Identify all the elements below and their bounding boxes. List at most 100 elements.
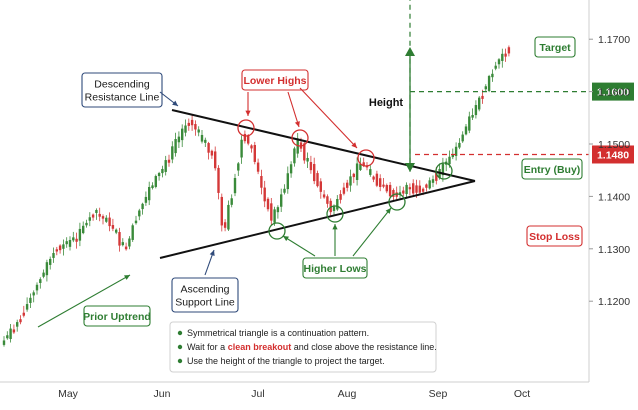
candle-body [174,139,177,154]
pivot-circle [237,119,255,137]
x-tick-label: Sep [429,388,448,400]
candle-body [319,181,322,192]
candle-body [2,340,6,345]
higher-lows-label-box [302,257,368,279]
candle-body [154,176,157,187]
candle-body [322,194,326,198]
candle-body [270,203,273,221]
ascending-label-box [171,277,239,313]
candle-body [355,163,359,181]
descending-arrow-head [172,100,178,106]
candle-body [379,178,382,187]
ascending-label-text: Support Line [175,297,235,309]
candle-body [260,176,263,188]
x-tick-label: Oct [514,388,530,400]
note-bullet [177,330,183,336]
candle-body [309,162,313,171]
candle-body [58,245,62,251]
candle-body [402,190,405,194]
higher-lows-arrow-3-head [385,208,391,214]
candle-body [435,172,438,181]
candle-body [164,160,167,172]
candle-body [372,176,375,180]
candle-body [481,95,484,99]
descending-label-box [81,72,163,108]
entry-price-tag-text: 1.1600 [597,87,629,99]
descending-label-text: Resistance Line [85,92,160,104]
candle-body [474,105,478,116]
candle-body [161,168,164,174]
stop-label-text: Stop Loss [529,231,580,243]
candle-body [9,328,12,340]
candle-body [484,86,487,90]
candle-body [408,187,412,190]
note-text: and close above the resistance line. [291,342,437,352]
candle-body [207,143,210,153]
candle-body [382,184,385,187]
ascending-support-line [159,180,476,259]
candle-body [421,188,425,192]
candle-body [6,335,9,339]
candle-body [332,206,336,211]
candle-body [105,217,108,222]
candle-body [303,143,306,161]
stop-label-box [526,225,583,247]
candle-body [461,134,464,142]
candle-body [101,216,105,219]
candle-body [91,214,95,218]
lower-highs-label-box [241,69,309,91]
candle-body [134,220,138,224]
higher-lows-arrow-1-head [283,236,289,242]
candle-body [369,169,372,175]
note-text: Wait for a [187,342,228,352]
candle-body [190,119,194,126]
candle-body [157,173,161,177]
higher-lows-arrow-2-head [332,224,338,230]
candle-body [243,133,247,142]
candle-body [283,188,286,193]
note-bullet [177,358,183,364]
candle-body [250,145,253,149]
target-label-text: Target [539,42,571,54]
candle-body [25,304,29,310]
candle-body [329,200,332,213]
x-tick-label: Jun [154,388,171,400]
candle-body [263,187,266,202]
candle-body [39,279,42,283]
candle-body [346,182,349,188]
lower-highs-arrow-2-head [294,121,300,127]
candle-body [55,249,58,252]
candle-body [115,229,118,233]
candle-body [247,135,250,144]
candle-body [227,204,230,230]
candle-body [504,53,507,57]
candle-body [148,186,151,201]
candle-body [441,163,445,176]
lower-highs-arrow-3 [299,87,358,149]
higher-lows-label-text: Higher Lows [303,263,366,275]
note-bullet [177,344,183,350]
candle-body [316,173,319,187]
candle-body [451,154,454,158]
candle-body [62,244,65,249]
y-tick-label: 1.1400 [598,191,630,203]
stop-price-tag-text: 1.1480 [597,149,629,161]
y-tick-label: 1.1600 [598,87,630,99]
candle-body [286,173,289,190]
candle-body [177,136,181,143]
candle-body [306,157,309,162]
prior-uptrend-label-box [83,305,151,327]
candle-body [468,116,471,131]
candle-body [95,209,98,213]
entry-label-text: Entry (Buy) [524,164,581,176]
target-label-box [534,36,576,58]
candle-body [418,185,421,193]
candle-body [75,238,78,242]
note-text: Symmetrical triangle is a continuation p… [187,328,369,338]
pivot-circle [326,205,344,223]
candle-body [293,148,296,164]
candle-body [336,198,339,210]
candle-body [313,164,316,182]
